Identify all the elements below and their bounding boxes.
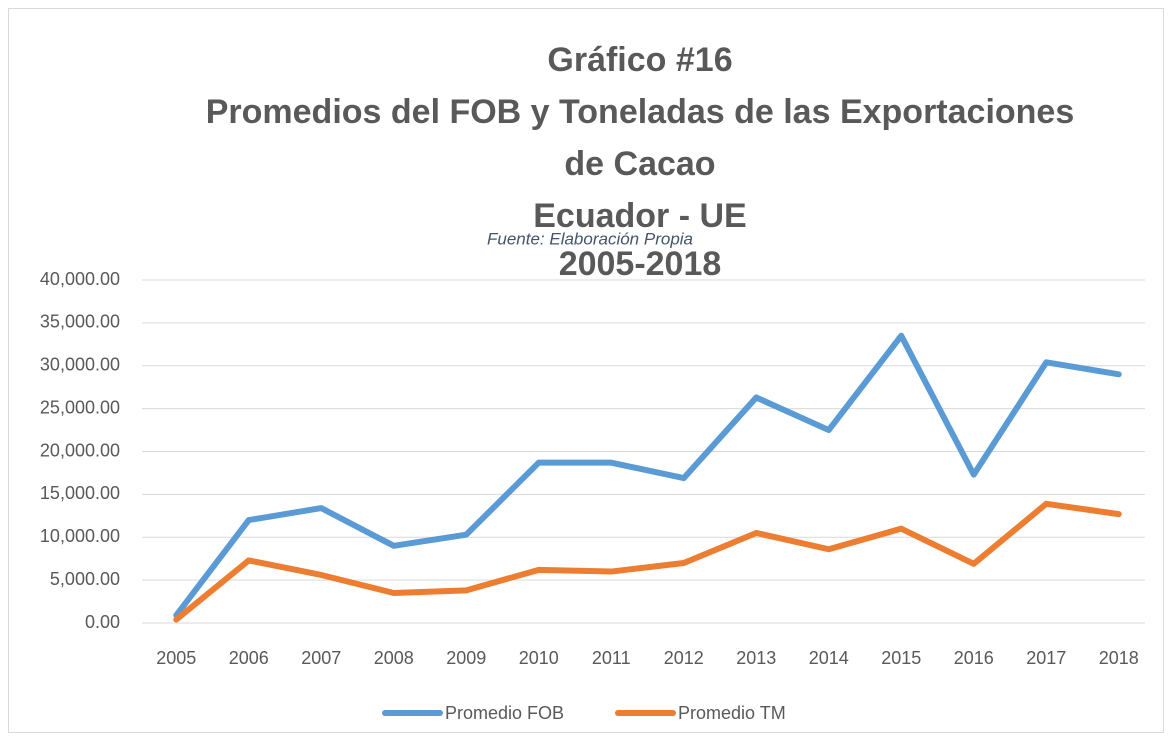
y-tick-label: 35,000.00 <box>40 312 120 332</box>
chart-title: de Cacao <box>564 145 715 183</box>
x-tick-label: 2009 <box>446 648 486 668</box>
x-tick-label: 2008 <box>374 648 414 668</box>
series-line <box>173 332 1122 619</box>
y-tick-label: 30,000.00 <box>40 355 120 375</box>
chart-title: Ecuador - UE <box>533 197 746 235</box>
x-tick-label: 2006 <box>229 648 269 668</box>
y-tick-label: 25,000.00 <box>40 397 120 417</box>
x-tick-label: 2014 <box>809 648 849 668</box>
legend-label: Promedio FOB <box>445 703 564 723</box>
chart-title: Promedios del FOB y Toneladas de las Exp… <box>206 93 1075 131</box>
chart-title: Gráfico #16 <box>547 41 732 79</box>
x-tick-label: 2013 <box>736 648 776 668</box>
x-tick-label: 2005 <box>156 648 196 668</box>
y-tick-label: 0.00 <box>85 612 120 632</box>
x-tick-label: 2017 <box>1026 648 1066 668</box>
legend-label: Promedio TM <box>678 703 786 723</box>
y-tick-label: 15,000.00 <box>40 483 120 503</box>
y-tick-label: 10,000.00 <box>40 526 120 546</box>
chart-title: 2005-2018 <box>559 245 722 283</box>
x-tick-label: 2010 <box>519 648 559 668</box>
x-tick-label: 2015 <box>881 648 921 668</box>
x-tick-label: 2018 <box>1099 648 1139 668</box>
chart-subtitle: Fuente: Elaboración Propia <box>487 229 693 248</box>
x-tick-label: 2011 <box>592 648 631 668</box>
y-tick-label: 40,000.00 <box>40 269 120 289</box>
x-tick-label: 2012 <box>664 648 704 668</box>
x-tick-label: 2007 <box>301 648 341 668</box>
y-tick-label: 5,000.00 <box>50 569 120 589</box>
chart-border <box>8 8 1164 733</box>
series-line <box>173 500 1122 623</box>
x-tick-label: 2016 <box>954 648 994 668</box>
y-tick-label: 20,000.00 <box>40 440 120 460</box>
